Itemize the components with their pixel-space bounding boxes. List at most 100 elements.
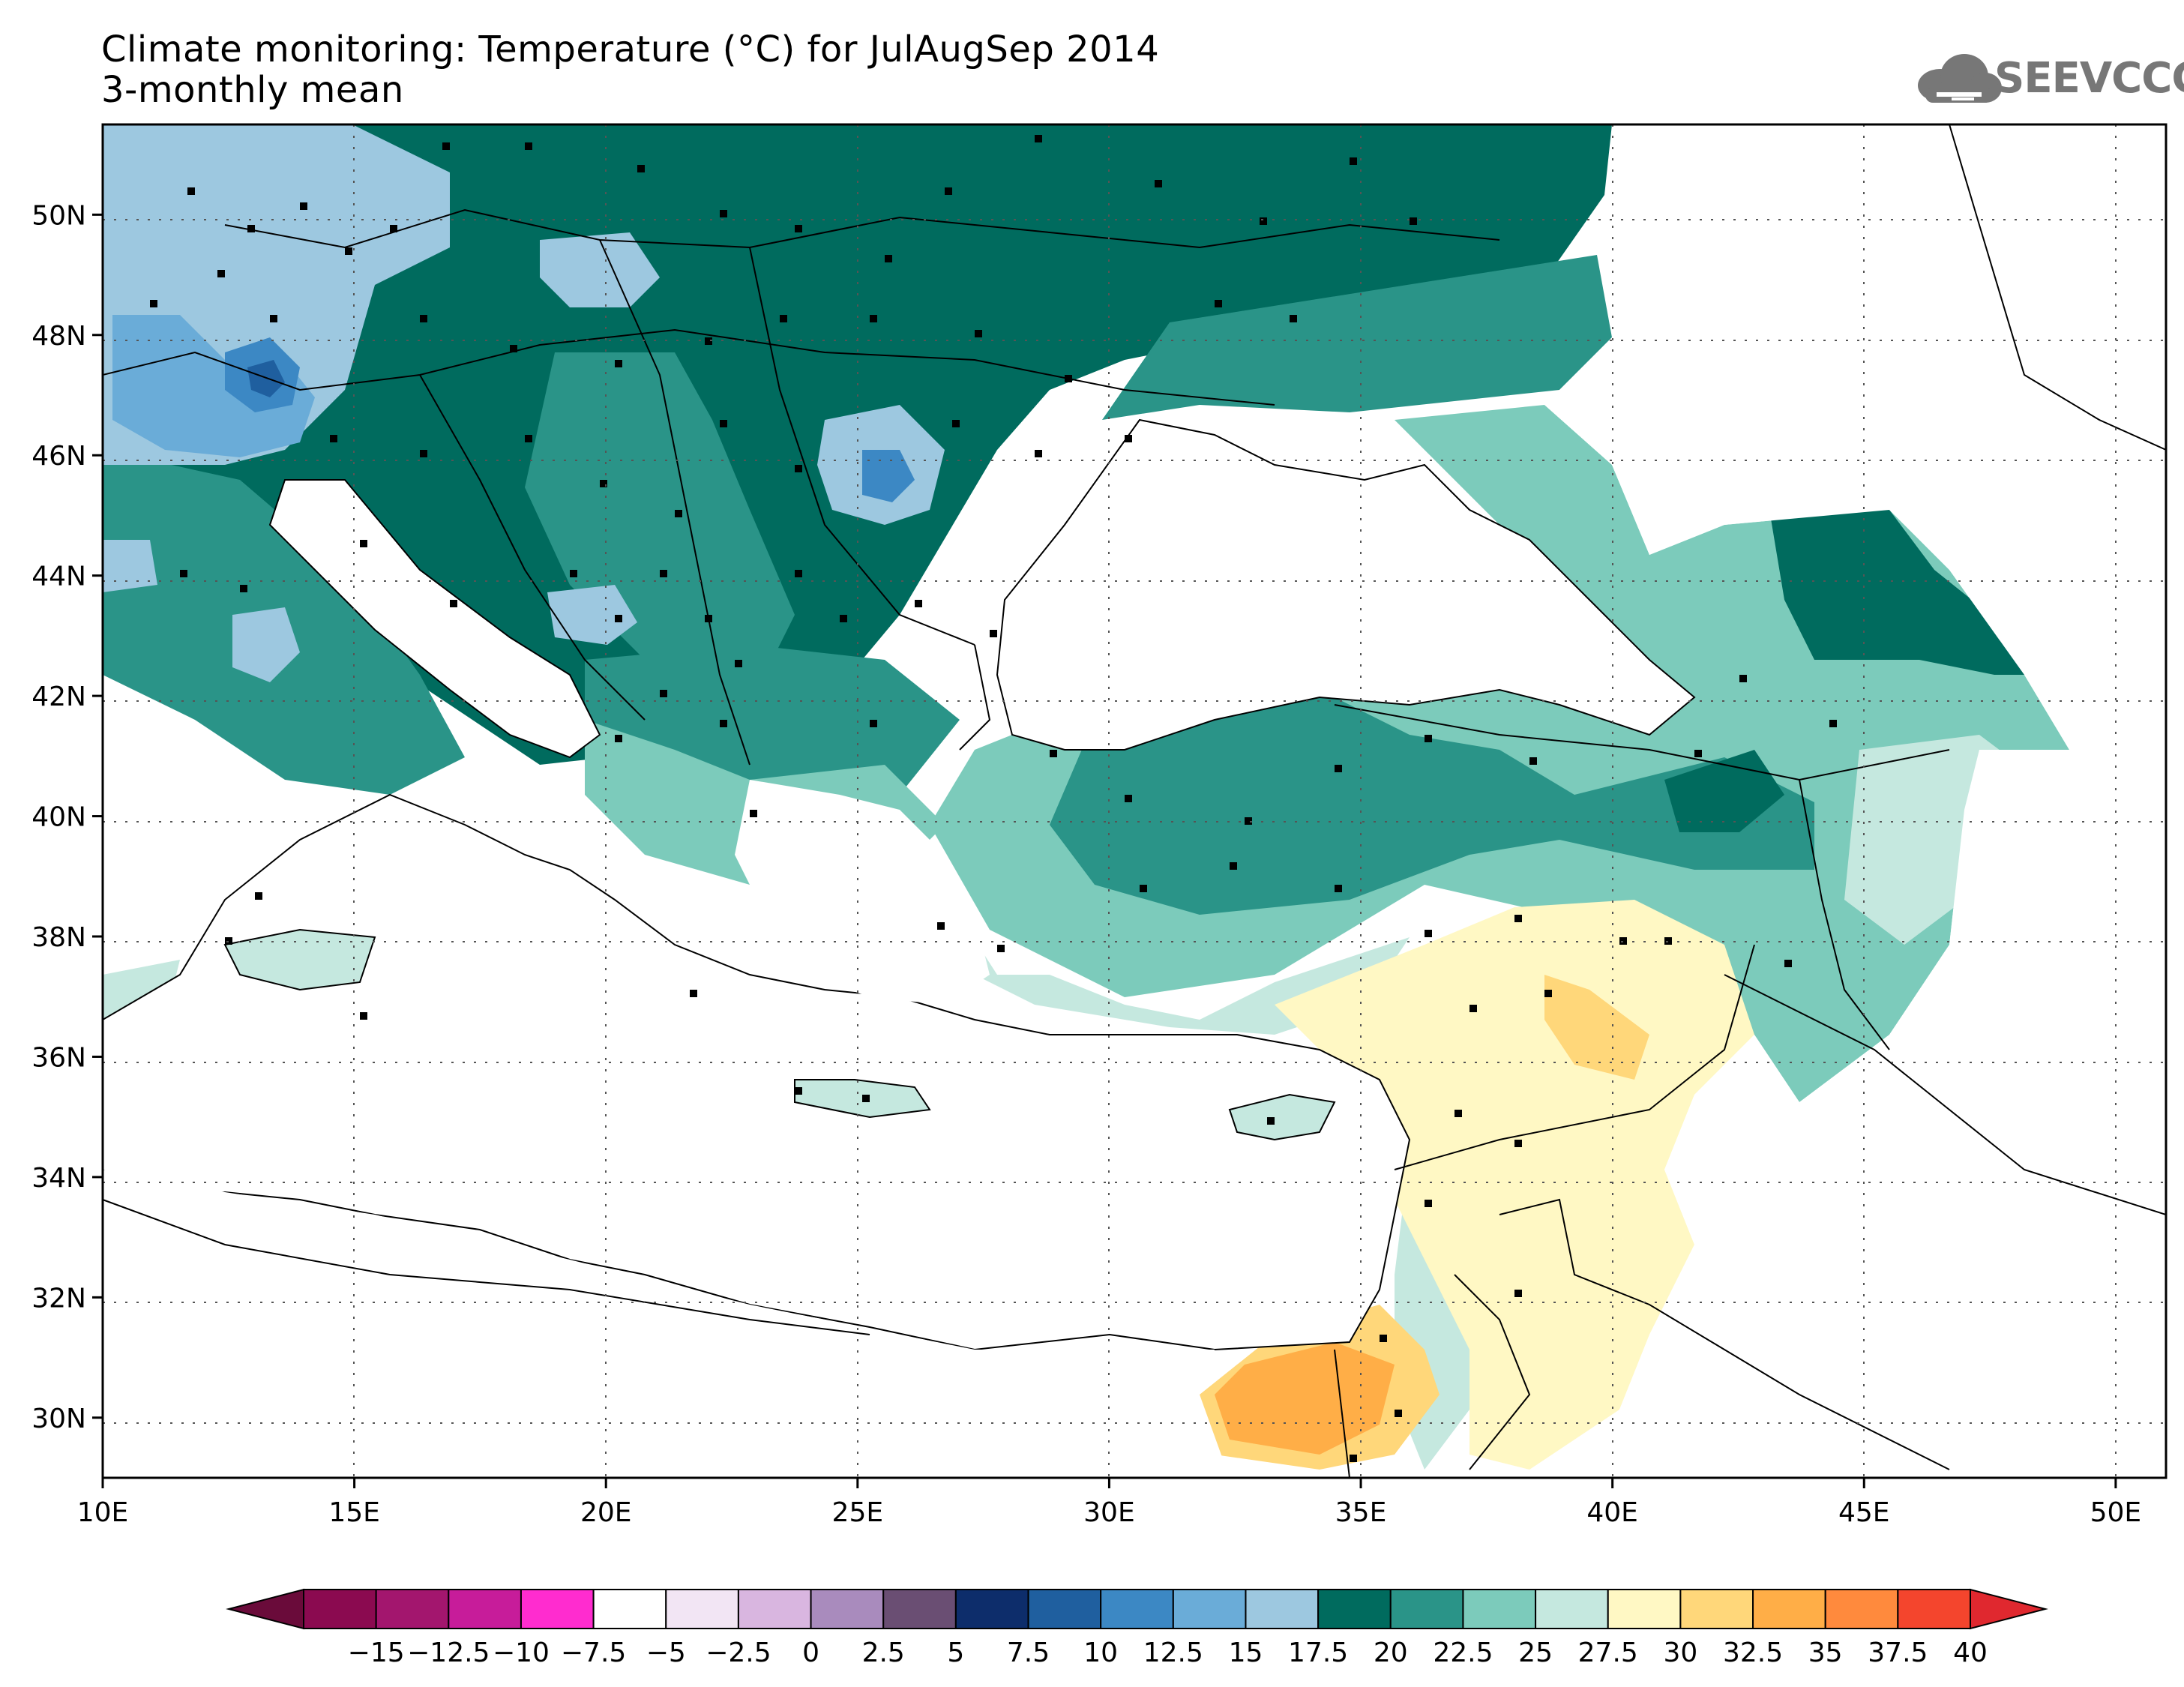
colorbar-swatch	[1389, 1589, 1464, 1629]
field-17.5to20	[547, 585, 637, 645]
colorbar-swatch	[1824, 1589, 1899, 1629]
lon-tick-label: 35E	[1335, 1497, 1387, 1528]
colorbar-label: 22.5	[1433, 1638, 1493, 1668]
field-35to37.5	[1215, 1342, 1395, 1455]
colorbar: −15 −12.5 −10 −7.5 −5 −2.5 0 2.5 5 7.5 10 12.5 15 17.…	[226, 1588, 2048, 1668]
lon-tick-label: 15E	[328, 1497, 380, 1528]
lat-axis: 30N 32N 34N 36N 38N 40N 42N 44N 46N 48N 50N	[31, 200, 103, 1434]
mediterranean-sea	[103, 793, 1411, 1351]
colorbar-swatch	[1679, 1589, 1754, 1629]
colorbar-swatch	[1897, 1589, 1972, 1629]
station-markers	[150, 135, 1837, 1462]
colorbar-label: −2.5	[706, 1638, 771, 1668]
colorbar-label: 2.5	[862, 1638, 905, 1668]
lon-tick-label: 30E	[1083, 1497, 1135, 1528]
colorbar-label: 20	[1374, 1638, 1408, 1668]
lat-tick-label: 36N	[31, 1042, 86, 1073]
lat-tick-label: 42N	[31, 682, 86, 712]
colorbar-swatch	[1245, 1589, 1320, 1629]
north-africa-blank	[103, 1170, 1230, 1478]
colorbar-swatch	[665, 1589, 739, 1629]
colorbar-swatch	[882, 1589, 957, 1629]
cloud-icon	[1918, 54, 2002, 103]
colorbar-label: −5	[646, 1638, 686, 1668]
colorbar-swatch	[810, 1589, 885, 1629]
cyprus-field	[1228, 1093, 1336, 1141]
field-32.5to35	[1544, 975, 1649, 1080]
colorbar-swatch	[520, 1589, 595, 1629]
colorbar-label: 0	[802, 1638, 819, 1668]
colorbar-label: −7.5	[561, 1638, 626, 1668]
colorbar-over-arrow	[1970, 1588, 2048, 1630]
colorbar-swatch	[1172, 1589, 1247, 1629]
lat-tick-label: 50N	[31, 200, 86, 231]
colorbar-label: 35	[1808, 1638, 1843, 1668]
colorbar-swatch	[592, 1589, 667, 1629]
lon-tick-label: 25E	[832, 1497, 884, 1528]
caspian-russia-blank	[1529, 124, 2166, 1478]
colorbar-swatch	[1317, 1589, 1392, 1629]
colorbar-swatch	[1535, 1589, 1609, 1629]
seevccc-logo	[1918, 54, 2002, 103]
lat-tick-label: 30N	[31, 1404, 86, 1434]
field-17.5to20	[540, 232, 660, 307]
colorbar-swatch	[1462, 1589, 1537, 1629]
lon-tick-label: 50E	[2090, 1497, 2142, 1528]
lat-tick-label: 32N	[31, 1283, 86, 1314]
field-17.5to20	[232, 607, 300, 682]
colorbar-swatch	[448, 1589, 522, 1629]
lat-tick-label: 40N	[31, 802, 86, 833]
lon-tick-label: 20E	[580, 1497, 632, 1528]
colorbar-label: 32.5	[1723, 1638, 1783, 1668]
colorbar-label: −10	[493, 1638, 550, 1668]
colorbar-swatch	[375, 1589, 450, 1629]
lat-tick-label: 46N	[31, 441, 86, 472]
lat-tick-label: 48N	[31, 321, 86, 352]
lon-tick-label: 10E	[77, 1497, 129, 1528]
colorbar-swatch	[737, 1589, 812, 1629]
field-22.5to25	[1102, 255, 1612, 420]
field-22.5to25-anatolia	[1050, 690, 1814, 915]
colorbar-label: 37.5	[1868, 1638, 1928, 1668]
lat-tick-label: 38N	[31, 922, 86, 953]
map-subtitle: 3-monthly mean	[101, 69, 404, 111]
field-17.5to20	[103, 540, 157, 592]
colorbar-label: −15	[348, 1638, 405, 1668]
colorbar-under-arrow	[226, 1588, 304, 1630]
field-15to17.5	[112, 315, 315, 457]
logo-text: SEEVCCC	[1994, 54, 2184, 103]
colorbar-label: 25	[1518, 1638, 1553, 1668]
colorbar-label: 7.5	[1007, 1638, 1050, 1668]
colorbar-label: 12.5	[1143, 1638, 1203, 1668]
colorbar-label: 5	[947, 1638, 964, 1668]
field-10to12.5	[247, 360, 285, 397]
colorbar-swatch	[954, 1589, 1029, 1629]
aegean-sea	[735, 780, 990, 1005]
adriatic-sea	[268, 479, 601, 759]
colorbar-swatch	[1027, 1589, 1102, 1629]
colorbar-label: 40	[1953, 1638, 1988, 1668]
lat-tick-label: 44N	[31, 562, 86, 592]
colorbar-swatch	[303, 1589, 377, 1629]
field-12.5to15	[862, 450, 915, 502]
colorbar-label: −12.5	[407, 1638, 490, 1668]
lon-tick-label: 45E	[1838, 1497, 1890, 1528]
map-title: Climate monitoring: Temperature (°C) for…	[101, 28, 1160, 70]
lon-tick-label: 40E	[1586, 1497, 1638, 1528]
colorbar-swatch	[1752, 1589, 1826, 1629]
colorbar-label: 17.5	[1288, 1638, 1348, 1668]
colorbar-label: 30	[1663, 1638, 1697, 1668]
colorbar-swatch	[1607, 1589, 1682, 1629]
map-fields	[103, 124, 2166, 1478]
colorbar-swatch	[1100, 1589, 1174, 1629]
colorbar-label: 10	[1083, 1638, 1118, 1668]
colorbar-label: 15	[1229, 1638, 1263, 1668]
lat-tick-label: 34N	[31, 1163, 86, 1194]
black-sea	[996, 418, 1696, 751]
map-frame	[101, 123, 2168, 1479]
country-borders	[103, 124, 2166, 1478]
graticule	[103, 124, 2166, 1478]
lon-axis: 10E 15E 20E 25E 30E 35E 40E 45E 50E	[77, 1478, 2141, 1528]
sicily-field	[223, 928, 376, 991]
